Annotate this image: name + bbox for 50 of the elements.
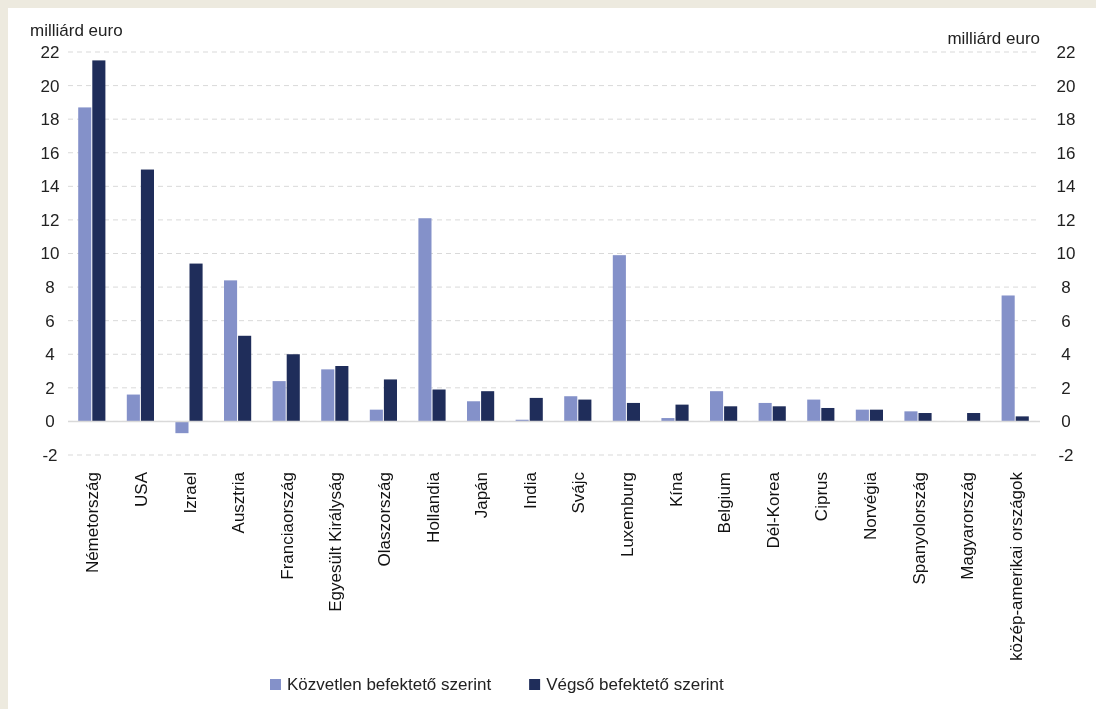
x-tick-label: Izrael (180, 472, 200, 514)
y2-tick-label: 10 (1056, 244, 1076, 264)
y-tick-label: 0 (45, 412, 55, 432)
x-tick-label: Japán (472, 472, 492, 519)
legend-label: Közvetlen befektető szerint (287, 675, 492, 694)
x-tick-label: Kína (666, 471, 686, 507)
x-tick-label: Ausztria (229, 471, 249, 534)
y-tick-label: 22 (40, 42, 60, 62)
x-tick-label: Franciaország (277, 472, 297, 580)
y2-tick-label: 2 (1061, 378, 1071, 398)
x-tick-label: Egyesült Királyság (326, 472, 346, 612)
y2-tick-label: 20 (1056, 76, 1076, 96)
x-tick-label: Németország (83, 472, 103, 574)
y-axis-title: milliárd euro (30, 21, 123, 40)
y2-tick-label: 18 (1056, 110, 1076, 130)
x-tick-label: Olaszország (374, 472, 394, 567)
y-tick-label: 20 (40, 76, 60, 96)
y-tick-label: 6 (45, 311, 55, 331)
y-tick-label: 18 (40, 110, 60, 130)
y2-tick-label: 14 (1056, 177, 1076, 197)
y-tick-label: 8 (45, 278, 55, 298)
y2-tick-label: 4 (1061, 345, 1071, 365)
x-tick-label: Magyarország (958, 472, 978, 580)
y2-tick-label: 6 (1061, 311, 1071, 331)
y2-tick-label: 0 (1061, 412, 1071, 432)
x-tick-label: Norvégia (860, 471, 880, 541)
y2-axis-title: milliárd euro (947, 29, 1040, 48)
y2-tick-label: 12 (1056, 210, 1076, 230)
y-tick-label: 12 (40, 210, 60, 230)
y2-tick-label: 16 (1056, 143, 1076, 163)
x-tick-label: India (520, 471, 540, 509)
y2-tick-label: 22 (1056, 42, 1076, 62)
x-tick-label: közép-amerikai országok (1006, 471, 1026, 661)
y2-tick-label: -2 (1058, 445, 1074, 465)
y-tick-label: 10 (40, 244, 60, 264)
y-tick-label: 16 (40, 143, 60, 163)
x-tick-label: Ciprus (812, 472, 832, 522)
x-tick-label: Hollandia (423, 471, 443, 543)
y-tick-label: 4 (45, 345, 55, 365)
x-tick-label: USA (131, 471, 151, 507)
x-tick-label: Dél-Korea (763, 471, 783, 549)
y-tick-label: 2 (45, 378, 55, 398)
x-tick-label: Belgium (715, 472, 735, 534)
x-tick-label: Luxemburg (617, 472, 637, 558)
y-tick-label: 14 (40, 177, 60, 197)
x-tick-label: Spanyolország (909, 472, 929, 585)
y2-tick-label: 8 (1061, 278, 1071, 298)
y-tick-label: -2 (42, 445, 58, 465)
x-tick-label: Svájc (569, 471, 589, 514)
legend-label: Végső befektető szerint (546, 675, 725, 694)
